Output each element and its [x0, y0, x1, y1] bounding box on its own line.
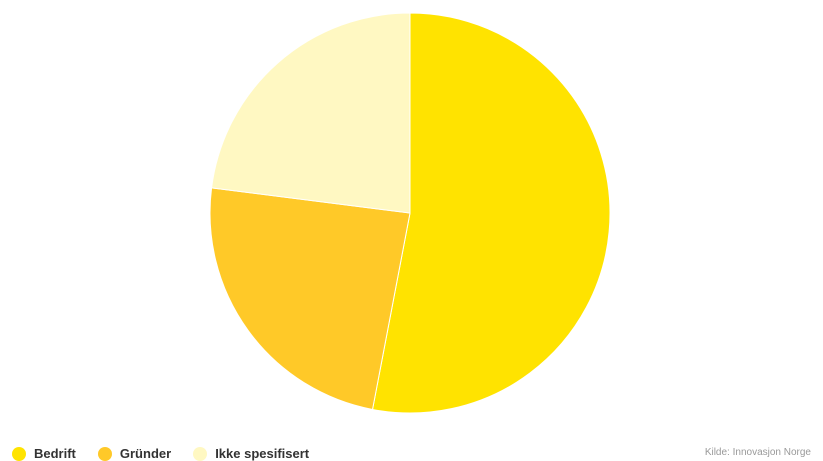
pie-chart: [209, 12, 611, 414]
source-credit: Kilde: Innovasjon Norge: [704, 447, 811, 458]
legend-marker: [12, 446, 26, 461]
pie-slice-bedrift: [372, 12, 611, 414]
legend-item[interactable]: Ikke spesifisert: [193, 446, 309, 461]
legend-marker: [193, 446, 208, 461]
legend-marker: [97, 446, 112, 461]
legend-item[interactable]: Bedrift: [12, 446, 76, 461]
legend-item[interactable]: Gründer: [97, 446, 172, 461]
pie-slice-gr-nder: [209, 187, 411, 410]
legend-label: Gründer: [119, 446, 172, 461]
pie-slice-ikke-spesifisert: [211, 12, 411, 214]
legend: Bedrift Gründer Ikke spesifisert: [12, 446, 331, 461]
legend-label: Bedrift: [34, 446, 76, 461]
legend-label: Ikke spesifisert: [215, 446, 310, 461]
